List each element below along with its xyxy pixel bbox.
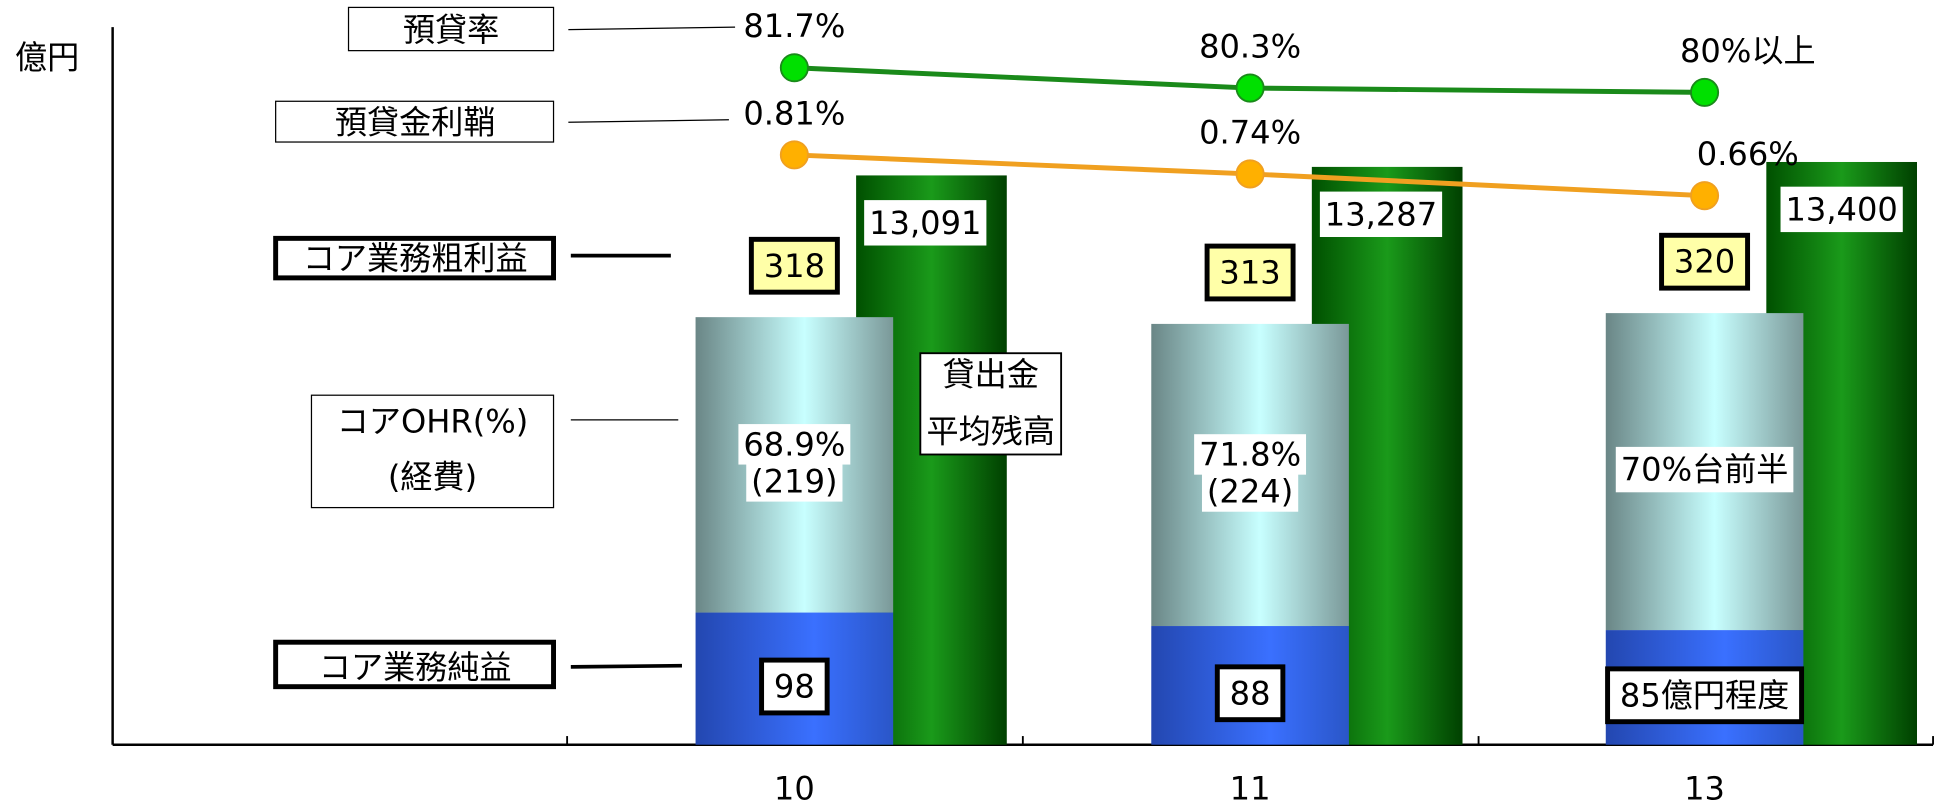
loan-label-box xyxy=(1319,191,1443,238)
legend-connector xyxy=(568,119,729,123)
net-label-group: 85億円程度 xyxy=(1605,666,1805,725)
ohr-label: 70%台前半 xyxy=(1621,451,1789,489)
expense-label: (224) xyxy=(1207,472,1293,510)
loan-label: 13,091 xyxy=(869,204,981,242)
expense-label-box xyxy=(1201,471,1299,512)
line-marker xyxy=(779,53,809,83)
gross-label-box xyxy=(1204,243,1296,302)
expense-label: (219) xyxy=(751,462,837,500)
ohr-label-group: 71.8% xyxy=(1194,434,1307,475)
ohr-label-box xyxy=(738,424,851,465)
gross-label: 318 xyxy=(764,247,825,285)
loan-label: 13,400 xyxy=(1785,190,1897,228)
line-value-label: 0.81% xyxy=(743,94,845,132)
loan-name-box xyxy=(919,352,1063,456)
loan-label-box xyxy=(1780,186,1903,233)
net-label-box xyxy=(1605,666,1805,725)
y-axis-label: 億円 xyxy=(15,38,79,76)
ohr-label-group: 68.9% xyxy=(738,424,851,465)
line-value-label: 80%以上 xyxy=(1680,32,1816,70)
legend-box xyxy=(273,235,557,281)
net-label-box xyxy=(1214,664,1286,723)
ohr-label-box xyxy=(1615,446,1794,493)
loan-label-box xyxy=(864,200,987,246)
gross-label-box xyxy=(1659,232,1751,291)
net-label-group: 98 xyxy=(759,657,830,716)
net-label: 98 xyxy=(774,668,815,706)
gross-label-box xyxy=(748,236,840,295)
ohr-label-group: 70%台前半 xyxy=(1615,446,1794,493)
line-marker xyxy=(1235,159,1265,189)
gross-label-group: 313 xyxy=(1204,243,1296,302)
ohr-label: 68.9% xyxy=(743,425,845,463)
gross-label-group: 320 xyxy=(1659,232,1751,291)
loan-label: 13,287 xyxy=(1325,195,1437,233)
line-value-label: 0.74% xyxy=(1199,113,1301,151)
gross-label: 320 xyxy=(1674,243,1735,281)
line-value-label: 81.7% xyxy=(743,7,845,45)
expense-label-group: (219) xyxy=(746,461,843,502)
line-value-label: 80.3% xyxy=(1199,28,1301,66)
loan-name: 貸出金 xyxy=(943,356,1039,394)
legend-label: コア業務粗利益 xyxy=(303,240,528,278)
legend-label: 預貸率 xyxy=(403,11,499,49)
gross-label: 313 xyxy=(1219,254,1280,292)
loan-label-group: 13,287 xyxy=(1319,191,1443,238)
ohr-label: 71.8% xyxy=(1199,435,1301,473)
net-label-group: 88 xyxy=(1214,664,1286,723)
legend-subtitle: (経費) xyxy=(388,458,477,496)
legend-box xyxy=(310,394,555,509)
expense-label-box xyxy=(746,461,843,502)
line-marker xyxy=(1235,73,1265,103)
legend-connector xyxy=(570,663,682,669)
gross-label-group: 318 xyxy=(748,236,840,295)
loan-label-group: 13,091 xyxy=(864,200,987,246)
x-tick-label: 13 xyxy=(1684,769,1725,804)
x-tick-label: 10 xyxy=(774,769,815,804)
legend-box xyxy=(273,639,557,690)
net-label: 88 xyxy=(1230,674,1271,712)
legend-connector xyxy=(568,26,736,31)
expense-label-group: (224) xyxy=(1201,471,1299,512)
legend-box xyxy=(275,100,555,143)
net-label-box xyxy=(759,657,830,716)
net-label: 85億円程度 xyxy=(1620,676,1789,714)
legend-label: コアOHR(%) xyxy=(337,403,529,441)
x-tick-label: 11 xyxy=(1230,769,1271,804)
line-marker xyxy=(779,140,809,170)
loan-label-group: 13,400 xyxy=(1780,186,1903,233)
legend-box xyxy=(347,6,555,52)
line-marker xyxy=(1690,181,1720,211)
legend-label: 預貸金利鞘 xyxy=(335,104,496,142)
line-marker xyxy=(1690,77,1720,107)
ohr-label-box xyxy=(1194,434,1307,475)
loan-subtitle: 平均残高 xyxy=(927,412,1055,450)
legend-label: コア業務純益 xyxy=(319,648,512,686)
line-value-label: 0.66% xyxy=(1697,135,1799,173)
